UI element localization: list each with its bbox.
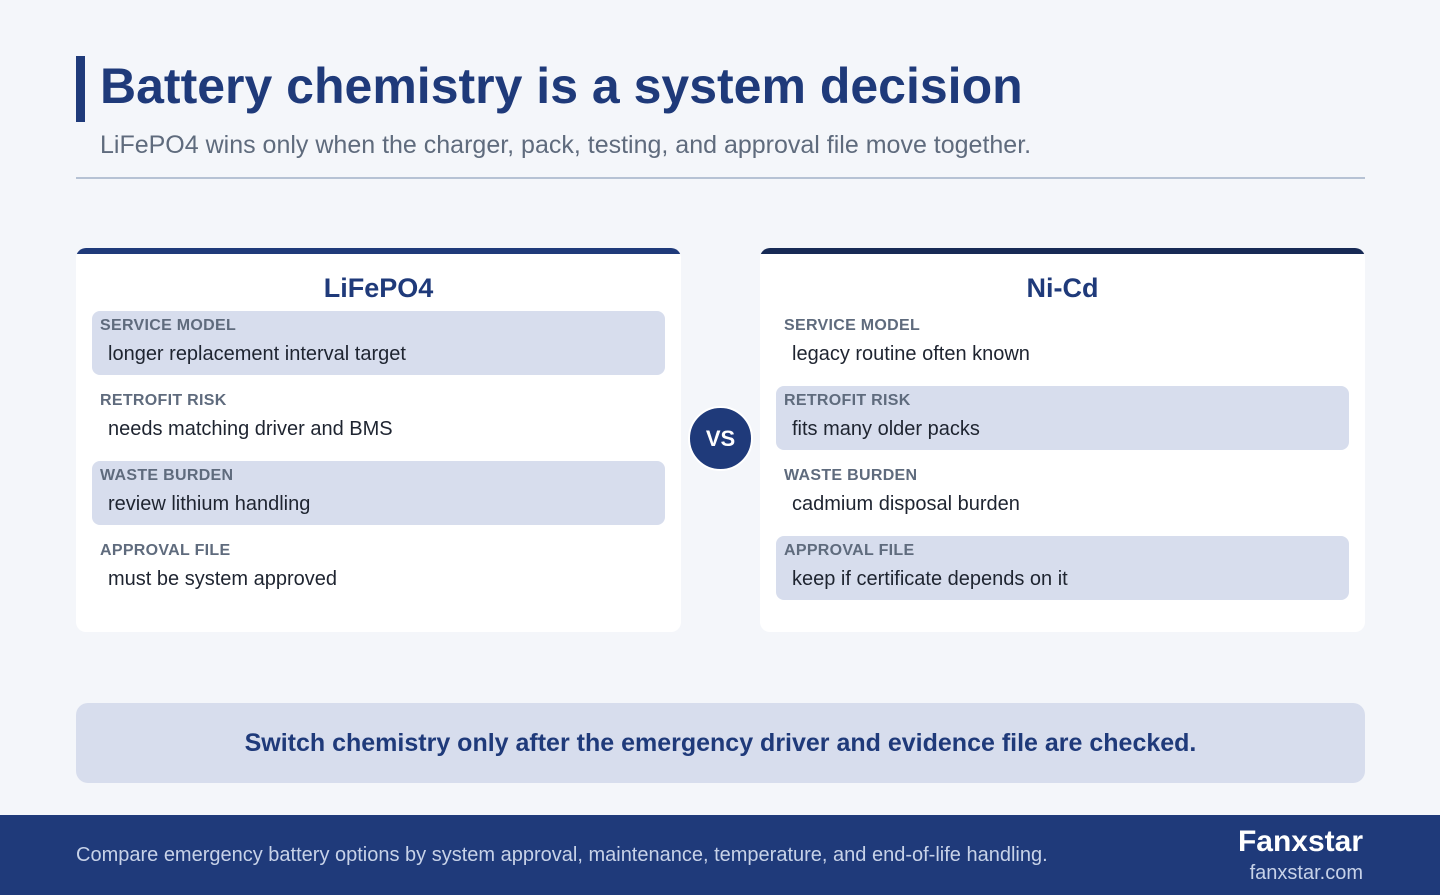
row-retrofit-risk: RETROFIT RISK needs matching driver and …	[92, 386, 665, 450]
row-label: WASTE BURDEN	[100, 467, 234, 484]
row-value: cadmium disposal burden	[792, 493, 1020, 515]
card-top-border	[760, 248, 1365, 254]
row-label: SERVICE MODEL	[100, 317, 237, 334]
card-title: LiFePO4	[323, 273, 434, 303]
row-value: fits many older packs	[792, 418, 980, 440]
row-label: WASTE BURDEN	[784, 467, 918, 484]
vs-badge: VS	[688, 406, 753, 471]
row-value: must be system approved	[108, 568, 337, 590]
nicd-card: Ni-Cd SERVICE MODEL legacy routine often…	[760, 248, 1365, 632]
row-label: RETROFIT RISK	[784, 392, 911, 409]
card-top-border	[76, 248, 681, 254]
header-divider	[76, 177, 1365, 179]
footer: Compare emergency battery options by sys…	[0, 815, 1440, 895]
brand-url: fanxstar.com	[1249, 862, 1363, 884]
row-approval-file: APPROVAL FILE keep if certificate depend…	[776, 536, 1349, 600]
page-subtitle: LiFePO4 wins only when the charger, pack…	[100, 131, 1032, 159]
row-label: RETROFIT RISK	[100, 392, 227, 409]
row-label: SERVICE MODEL	[784, 317, 921, 334]
title-accent-bar	[76, 56, 85, 122]
row-value: legacy routine often known	[792, 343, 1030, 365]
row-approval-file: APPROVAL FILE must be system approved	[92, 536, 665, 600]
row-waste-burden: WASTE BURDEN review lithium handling	[92, 461, 665, 525]
lifepo4-card: LiFePO4 SERVICE MODEL longer replacement…	[76, 248, 681, 632]
card-title: Ni-Cd	[1026, 273, 1099, 303]
row-label: APPROVAL FILE	[784, 542, 915, 559]
row-value: review lithium handling	[108, 493, 311, 515]
page-title: Battery chemistry is a system decision	[100, 58, 1023, 114]
conclusion-callout: Switch chemistry only after the emergenc…	[76, 703, 1365, 783]
brand-name: Fanxstar	[1237, 825, 1363, 858]
row-service-model: SERVICE MODEL legacy routine often known	[776, 311, 1349, 375]
row-value: needs matching driver and BMS	[108, 418, 393, 440]
row-waste-burden: WASTE BURDEN cadmium disposal burden	[776, 461, 1349, 525]
row-label: APPROVAL FILE	[100, 542, 231, 559]
row-service-model: SERVICE MODEL longer replacement interva…	[92, 311, 665, 375]
row-retrofit-risk: RETROFIT RISK fits many older packs	[776, 386, 1349, 450]
row-value: longer replacement interval target	[108, 343, 406, 365]
row-value: keep if certificate depends on it	[792, 568, 1068, 590]
callout-text: Switch chemistry only after the emergenc…	[244, 728, 1197, 757]
footer-description: Compare emergency battery options by sys…	[76, 844, 1048, 866]
